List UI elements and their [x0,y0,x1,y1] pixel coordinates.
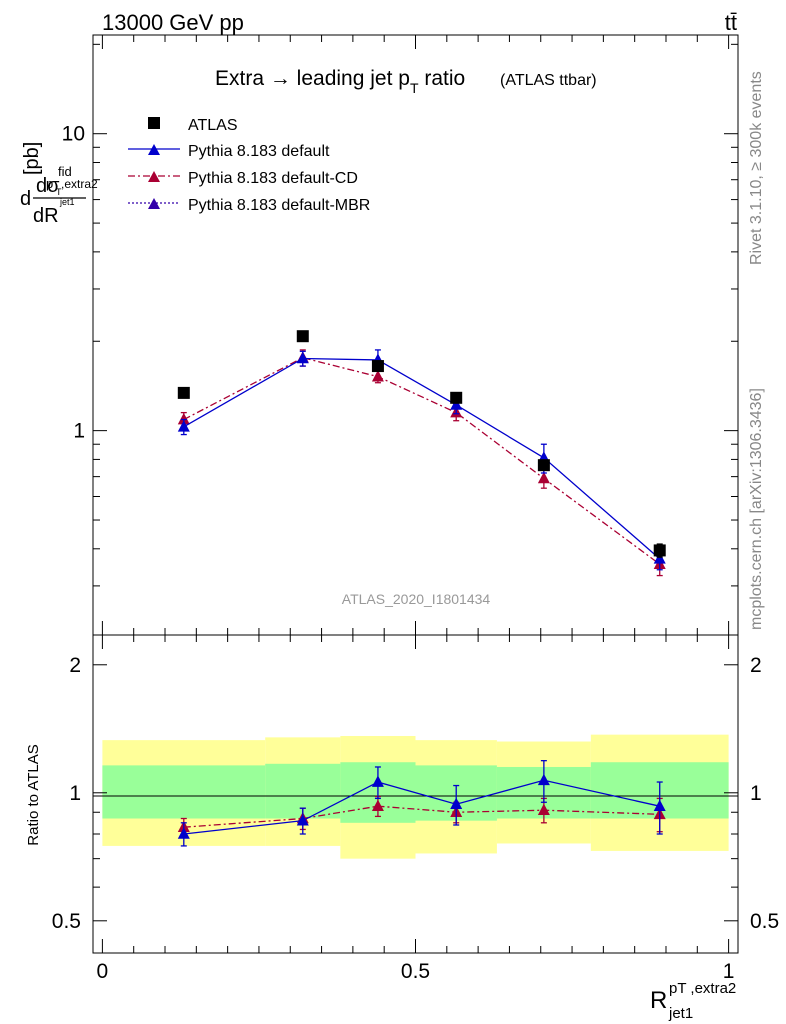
legend-label-default: Pythia 8.183 default [188,143,330,160]
legend-marker-cd [148,171,160,182]
x-tick-label: 0 [97,960,109,983]
data-point [537,459,550,472]
x-tick-labels: 0 0.5 1 [97,960,735,983]
svg-text:pT ,extra2: pT ,extra2 [669,980,736,997]
svg-text:jet1: jet1 [668,1005,693,1022]
mc-point [653,552,666,564]
legend-label-atlas: ATLAS [188,117,238,134]
main-axis-ticks [93,35,738,635]
main-y-axis-label: d dσ fid p T ,extra2 dR jet1 [pb] [20,142,98,227]
data-point [296,330,309,343]
ratio-point [450,797,463,810]
mc-point [177,412,190,425]
x-tick-label: 0.5 [401,960,430,983]
ratio-point [537,773,550,786]
main-y-tick-labels: 1 10 [62,123,85,443]
header-energy: 13000 GeV pp [102,10,244,35]
y-tick-label-right: 0.5 [750,910,779,933]
ratio-data-layer [177,760,666,847]
y-tick-label: 2 [69,654,81,677]
header-process: tt̄ [725,10,737,35]
legend-label-cd: Pythia 8.183 default-CD [188,170,358,187]
svg-text:dR: dR [33,205,59,227]
svg-text:p: p [46,176,53,191]
legend-marker-atlas [148,117,160,129]
legend-label-mbr: Pythia 8.183 default-MBR [188,197,370,214]
data-point [371,360,384,373]
svg-text:d: d [20,188,31,210]
ratio-point [177,827,190,839]
ratio-axis-ticks [93,635,738,953]
svg-text:,extra2: ,extra2 [61,177,98,191]
svg-text:[pb]: [pb] [21,142,43,175]
ratio-point [296,814,309,826]
analysis-watermark: ATLAS_2020_I1801434 [342,591,491,607]
x-tick-label: 1 [723,960,735,983]
data-point [177,386,190,399]
ratio-y-tick-labels: 0.5 0.5 1 1 2 2 [52,654,779,933]
mc-point [371,370,384,382]
series-line [183,357,661,565]
chart-title: Extra → leading jet pT ratio [215,67,465,96]
main-data-layer [177,330,666,577]
data-point [450,391,463,404]
ratio-line [183,805,660,828]
ratio-line [183,779,660,835]
y-tick-label: 0.5 [52,910,81,933]
y-tick-label-right: 2 [750,654,762,677]
svg-text:jet1: jet1 [59,197,75,207]
ratio-panel: 0.5 0.5 1 1 2 2 Ratio to ATLAS [25,634,779,954]
svg-text:R: R [650,987,667,1014]
ratio-point [371,775,384,787]
svg-text:dσ: dσ [36,175,60,197]
ratio-point [653,799,666,811]
series-line [183,357,661,560]
mc-point [537,471,550,484]
y-tick-label-right: 1 [750,782,762,805]
chart-subtitle: (ATLAS ttbar) [500,72,597,89]
mc-point [296,351,309,364]
svg-text:fid: fid [58,164,72,179]
legend-marker-default [148,144,160,155]
mcplots-label: mcplots.cern.ch [arXiv:1306.3436] [748,388,765,630]
ratio-point [371,799,384,811]
y-tick-label: 10 [62,123,85,146]
mc-point [450,398,463,410]
legend: ATLAS Pythia 8.183 default Pythia 8.183 … [128,117,370,214]
svg-text:T: T [56,187,62,197]
mc-point [177,420,190,432]
green-band [102,765,266,819]
ratio-point [537,803,550,816]
y-tick-label: 1 [69,782,81,805]
main-panel: 1 10 Extra → leading jet pT ratio (ATLAS … [20,34,739,636]
ratio-y-axis-label: Ratio to ATLAS [25,744,42,845]
rivet-version-label: Rivet 3.1.10, ≥ 300k events [748,71,765,265]
legend-marker-mbr [148,198,160,209]
ratio-uncertainty-bands [102,734,729,859]
data-point [653,544,666,557]
y-tick-label: 1 [73,420,85,443]
x-axis-label: R pT ,extra2 jet1 [650,980,736,1022]
